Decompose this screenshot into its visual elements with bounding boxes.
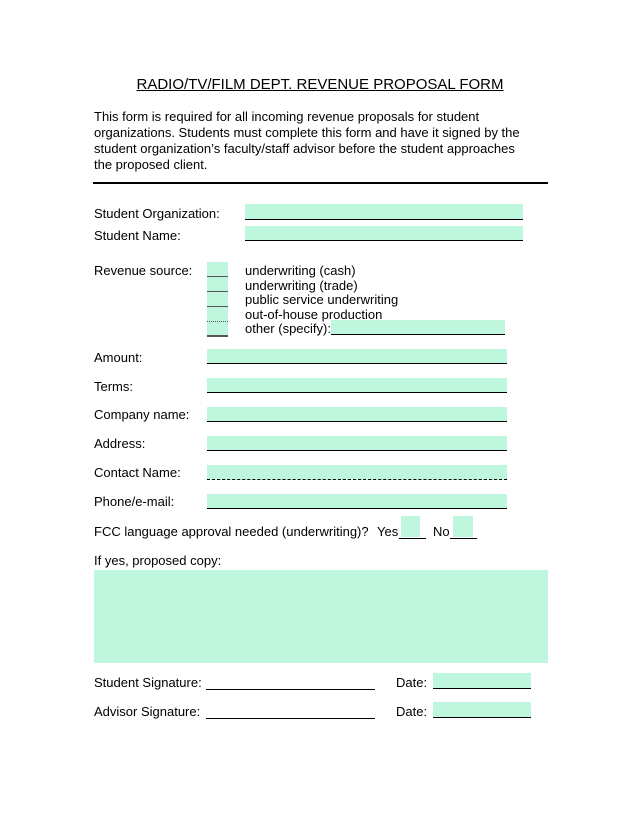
student-org-input[interactable] bbox=[245, 204, 523, 220]
option-other: other (specify): bbox=[245, 321, 331, 336]
option-out-of-house: out-of-house production bbox=[245, 306, 383, 322]
advisor-signature-line[interactable] bbox=[206, 717, 375, 719]
phone-input[interactable] bbox=[207, 494, 507, 509]
other-specify-input[interactable] bbox=[331, 320, 505, 335]
company-input[interactable] bbox=[207, 407, 507, 422]
student-date-label: Date: bbox=[396, 675, 428, 690]
company-label: Company name: bbox=[94, 407, 190, 422]
address-label: Address: bbox=[94, 436, 146, 451]
student-signature-line[interactable] bbox=[206, 688, 375, 690]
advisor-date-input[interactable] bbox=[433, 702, 531, 718]
phone-label: Phone/e-mail: bbox=[94, 494, 175, 509]
student-date-input[interactable] bbox=[433, 673, 531, 689]
proposed-copy-textarea[interactable] bbox=[94, 570, 548, 663]
no-underline bbox=[450, 537, 477, 539]
student-signature-label: Student Signature: bbox=[94, 675, 202, 690]
revenue-source-label: Revenue source: bbox=[94, 263, 193, 278]
student-org-label: Student Organization: bbox=[94, 206, 220, 221]
checkbox-public-service[interactable] bbox=[207, 292, 228, 307]
option-underwriting-trade: underwriting (trade) bbox=[245, 277, 358, 293]
contact-input[interactable] bbox=[207, 465, 507, 480]
divider bbox=[93, 182, 548, 184]
fcc-no-label: No bbox=[433, 524, 450, 539]
terms-input[interactable] bbox=[207, 378, 507, 393]
student-name-label: Student Name: bbox=[94, 228, 181, 243]
amount-input[interactable] bbox=[207, 349, 507, 364]
intro-paragraph: This form is required for all incoming r… bbox=[94, 109, 520, 172]
fcc-no-input[interactable] bbox=[453, 516, 473, 537]
fcc-yes-label: Yes bbox=[377, 524, 399, 539]
checkbox-underwriting-cash[interactable] bbox=[207, 262, 228, 277]
advisor-date-label: Date: bbox=[396, 704, 428, 719]
amount-label: Amount: bbox=[94, 350, 143, 365]
checkbox-underwriting-trade[interactable] bbox=[207, 277, 228, 292]
yes-underline bbox=[399, 537, 426, 539]
terms-label: Terms: bbox=[94, 379, 133, 394]
contact-label: Contact Name: bbox=[94, 465, 181, 480]
option-underwriting-cash: underwriting (cash) bbox=[245, 263, 356, 278]
checkbox-out-of-house[interactable] bbox=[207, 307, 228, 322]
form-title: RADIO/TV/FILM DEPT. REVENUE PROPOSAL FOR… bbox=[136, 76, 504, 93]
address-input[interactable] bbox=[207, 436, 507, 451]
checkbox-other[interactable] bbox=[207, 322, 228, 337]
advisor-signature-label: Advisor Signature: bbox=[94, 704, 201, 719]
fcc-question: FCC language approval needed (underwriti… bbox=[94, 524, 369, 539]
fcc-yes-input[interactable] bbox=[401, 516, 420, 537]
student-name-input[interactable] bbox=[245, 226, 523, 241]
option-public-service: public service underwriting bbox=[245, 292, 399, 307]
copy-label: If yes, proposed copy: bbox=[94, 553, 222, 568]
